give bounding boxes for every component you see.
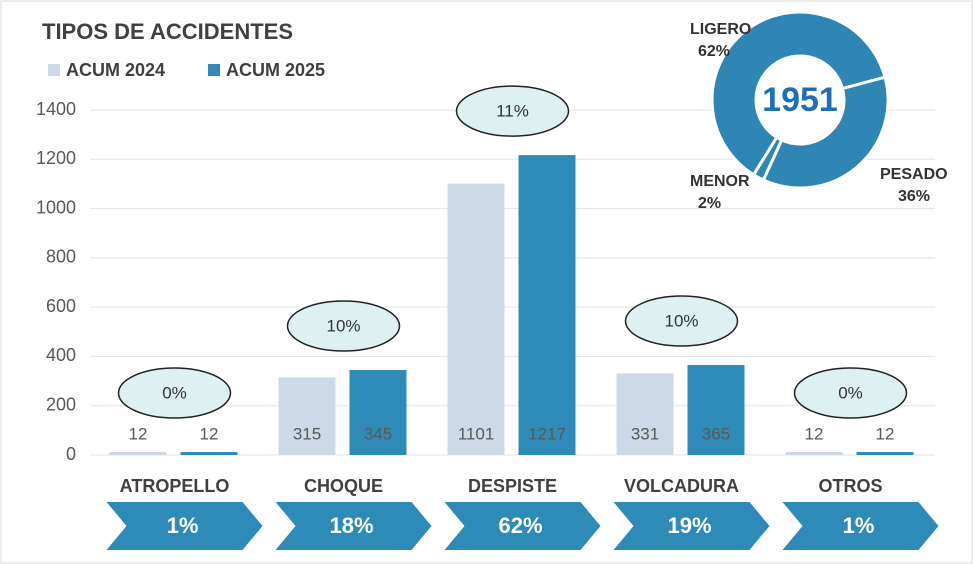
y-tick-label: 600 [46, 296, 76, 316]
donut-center-label: 1951 [762, 81, 838, 119]
share-chevron [613, 502, 770, 550]
x-tick-label: CHOQUE [304, 476, 383, 496]
x-tick-label: DESPISTE [468, 476, 557, 496]
bar [278, 377, 336, 455]
bar [687, 365, 745, 455]
donut-hole [756, 56, 844, 144]
data-label: 12 [805, 424, 824, 443]
data-label: 331 [631, 424, 659, 443]
share-chevron [444, 502, 601, 550]
y-tick-label: 0 [66, 444, 76, 464]
data-label: 12 [129, 424, 148, 443]
bar [518, 155, 576, 455]
y-tick-label: 1400 [36, 99, 76, 119]
share-chevron [106, 502, 263, 550]
growth-bubble [286, 300, 401, 352]
growth-label: 0% [838, 383, 863, 402]
legend-swatch [48, 64, 60, 76]
legend-label: ACUM 2024 [66, 60, 165, 80]
data-label: 12 [200, 424, 219, 443]
share-label: 1% [843, 513, 875, 538]
donut-value-label: 2% [698, 195, 721, 212]
bar [785, 452, 843, 455]
y-tick-label: 1200 [36, 148, 76, 168]
y-tick-label: 1000 [36, 197, 76, 217]
x-tick-label: ATROPELLO [120, 476, 230, 496]
growth-bubble [117, 367, 232, 419]
share-label: 19% [667, 513, 711, 538]
share-chevron [782, 502, 939, 550]
donut-value-label: 36% [898, 188, 930, 205]
bar [856, 452, 914, 455]
data-label: 1217 [528, 424, 566, 443]
bar [109, 452, 167, 455]
growth-bubble [455, 85, 570, 137]
legend-swatch [208, 64, 220, 76]
growth-bubble [624, 295, 739, 347]
data-label: 1101 [458, 424, 495, 443]
bar [349, 369, 407, 455]
data-label: 315 [293, 424, 321, 443]
data-label: 365 [702, 424, 730, 443]
y-tick-label: 800 [46, 247, 76, 267]
x-tick-label: VOLCADURA [624, 476, 739, 496]
bar [616, 373, 674, 455]
share-label: 18% [329, 513, 373, 538]
growth-bubble [793, 367, 908, 419]
donut-value-label: 62% [698, 43, 730, 60]
donut-category: LIGERO [690, 21, 751, 38]
bar [447, 183, 505, 456]
y-tick-label: 200 [46, 394, 76, 414]
x-tick-label: OTROS [818, 476, 882, 496]
growth-label: 0% [162, 383, 187, 402]
data-label: 345 [364, 424, 392, 443]
chart-title: TIPOS DE ACCIDENTES [42, 19, 293, 44]
growth-label: 10% [326, 316, 360, 335]
share-label: 62% [498, 513, 542, 538]
donut-category: PESADO [880, 166, 948, 183]
share-label: 1% [167, 513, 199, 538]
y-tick-label: 400 [46, 345, 76, 365]
bar [180, 452, 238, 455]
data-label: 12 [876, 424, 895, 443]
growth-label: 10% [664, 312, 698, 331]
share-chevron [275, 502, 432, 550]
donut-category: MENOR [690, 173, 750, 190]
legend-label: ACUM 2025 [226, 60, 325, 80]
growth-label: 11% [496, 102, 529, 121]
